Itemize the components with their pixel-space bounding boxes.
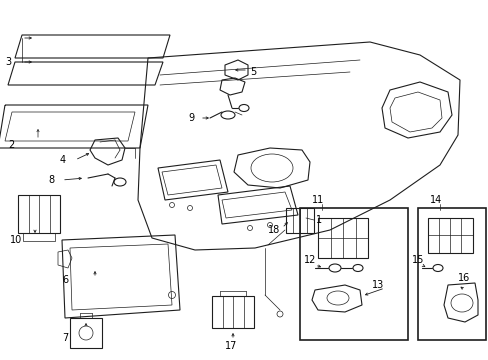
Text: 14: 14 bbox=[429, 195, 441, 205]
Text: 12: 12 bbox=[304, 255, 316, 265]
Text: 17: 17 bbox=[224, 341, 237, 351]
Text: 8: 8 bbox=[48, 175, 54, 185]
Bar bbox=[70, 318, 102, 348]
Bar bbox=[18, 195, 60, 233]
Bar bbox=[299, 208, 407, 340]
Text: 5: 5 bbox=[249, 67, 256, 77]
Bar bbox=[212, 296, 253, 328]
Bar bbox=[285, 208, 313, 233]
Text: 4: 4 bbox=[60, 155, 66, 165]
Bar bbox=[23, 233, 55, 241]
Bar bbox=[417, 208, 485, 340]
Text: 7: 7 bbox=[62, 333, 68, 343]
Text: 15: 15 bbox=[411, 255, 424, 265]
Text: 1: 1 bbox=[315, 215, 322, 225]
Bar bbox=[427, 218, 472, 253]
Text: 18: 18 bbox=[267, 225, 280, 235]
Text: 11: 11 bbox=[311, 195, 324, 205]
Text: 6: 6 bbox=[62, 275, 68, 285]
Text: 3: 3 bbox=[5, 57, 11, 67]
Text: 16: 16 bbox=[457, 273, 469, 283]
Text: 13: 13 bbox=[371, 280, 384, 290]
Text: 10: 10 bbox=[10, 235, 22, 245]
Bar bbox=[317, 218, 367, 258]
Text: 2: 2 bbox=[8, 140, 14, 150]
Text: 9: 9 bbox=[187, 113, 194, 123]
